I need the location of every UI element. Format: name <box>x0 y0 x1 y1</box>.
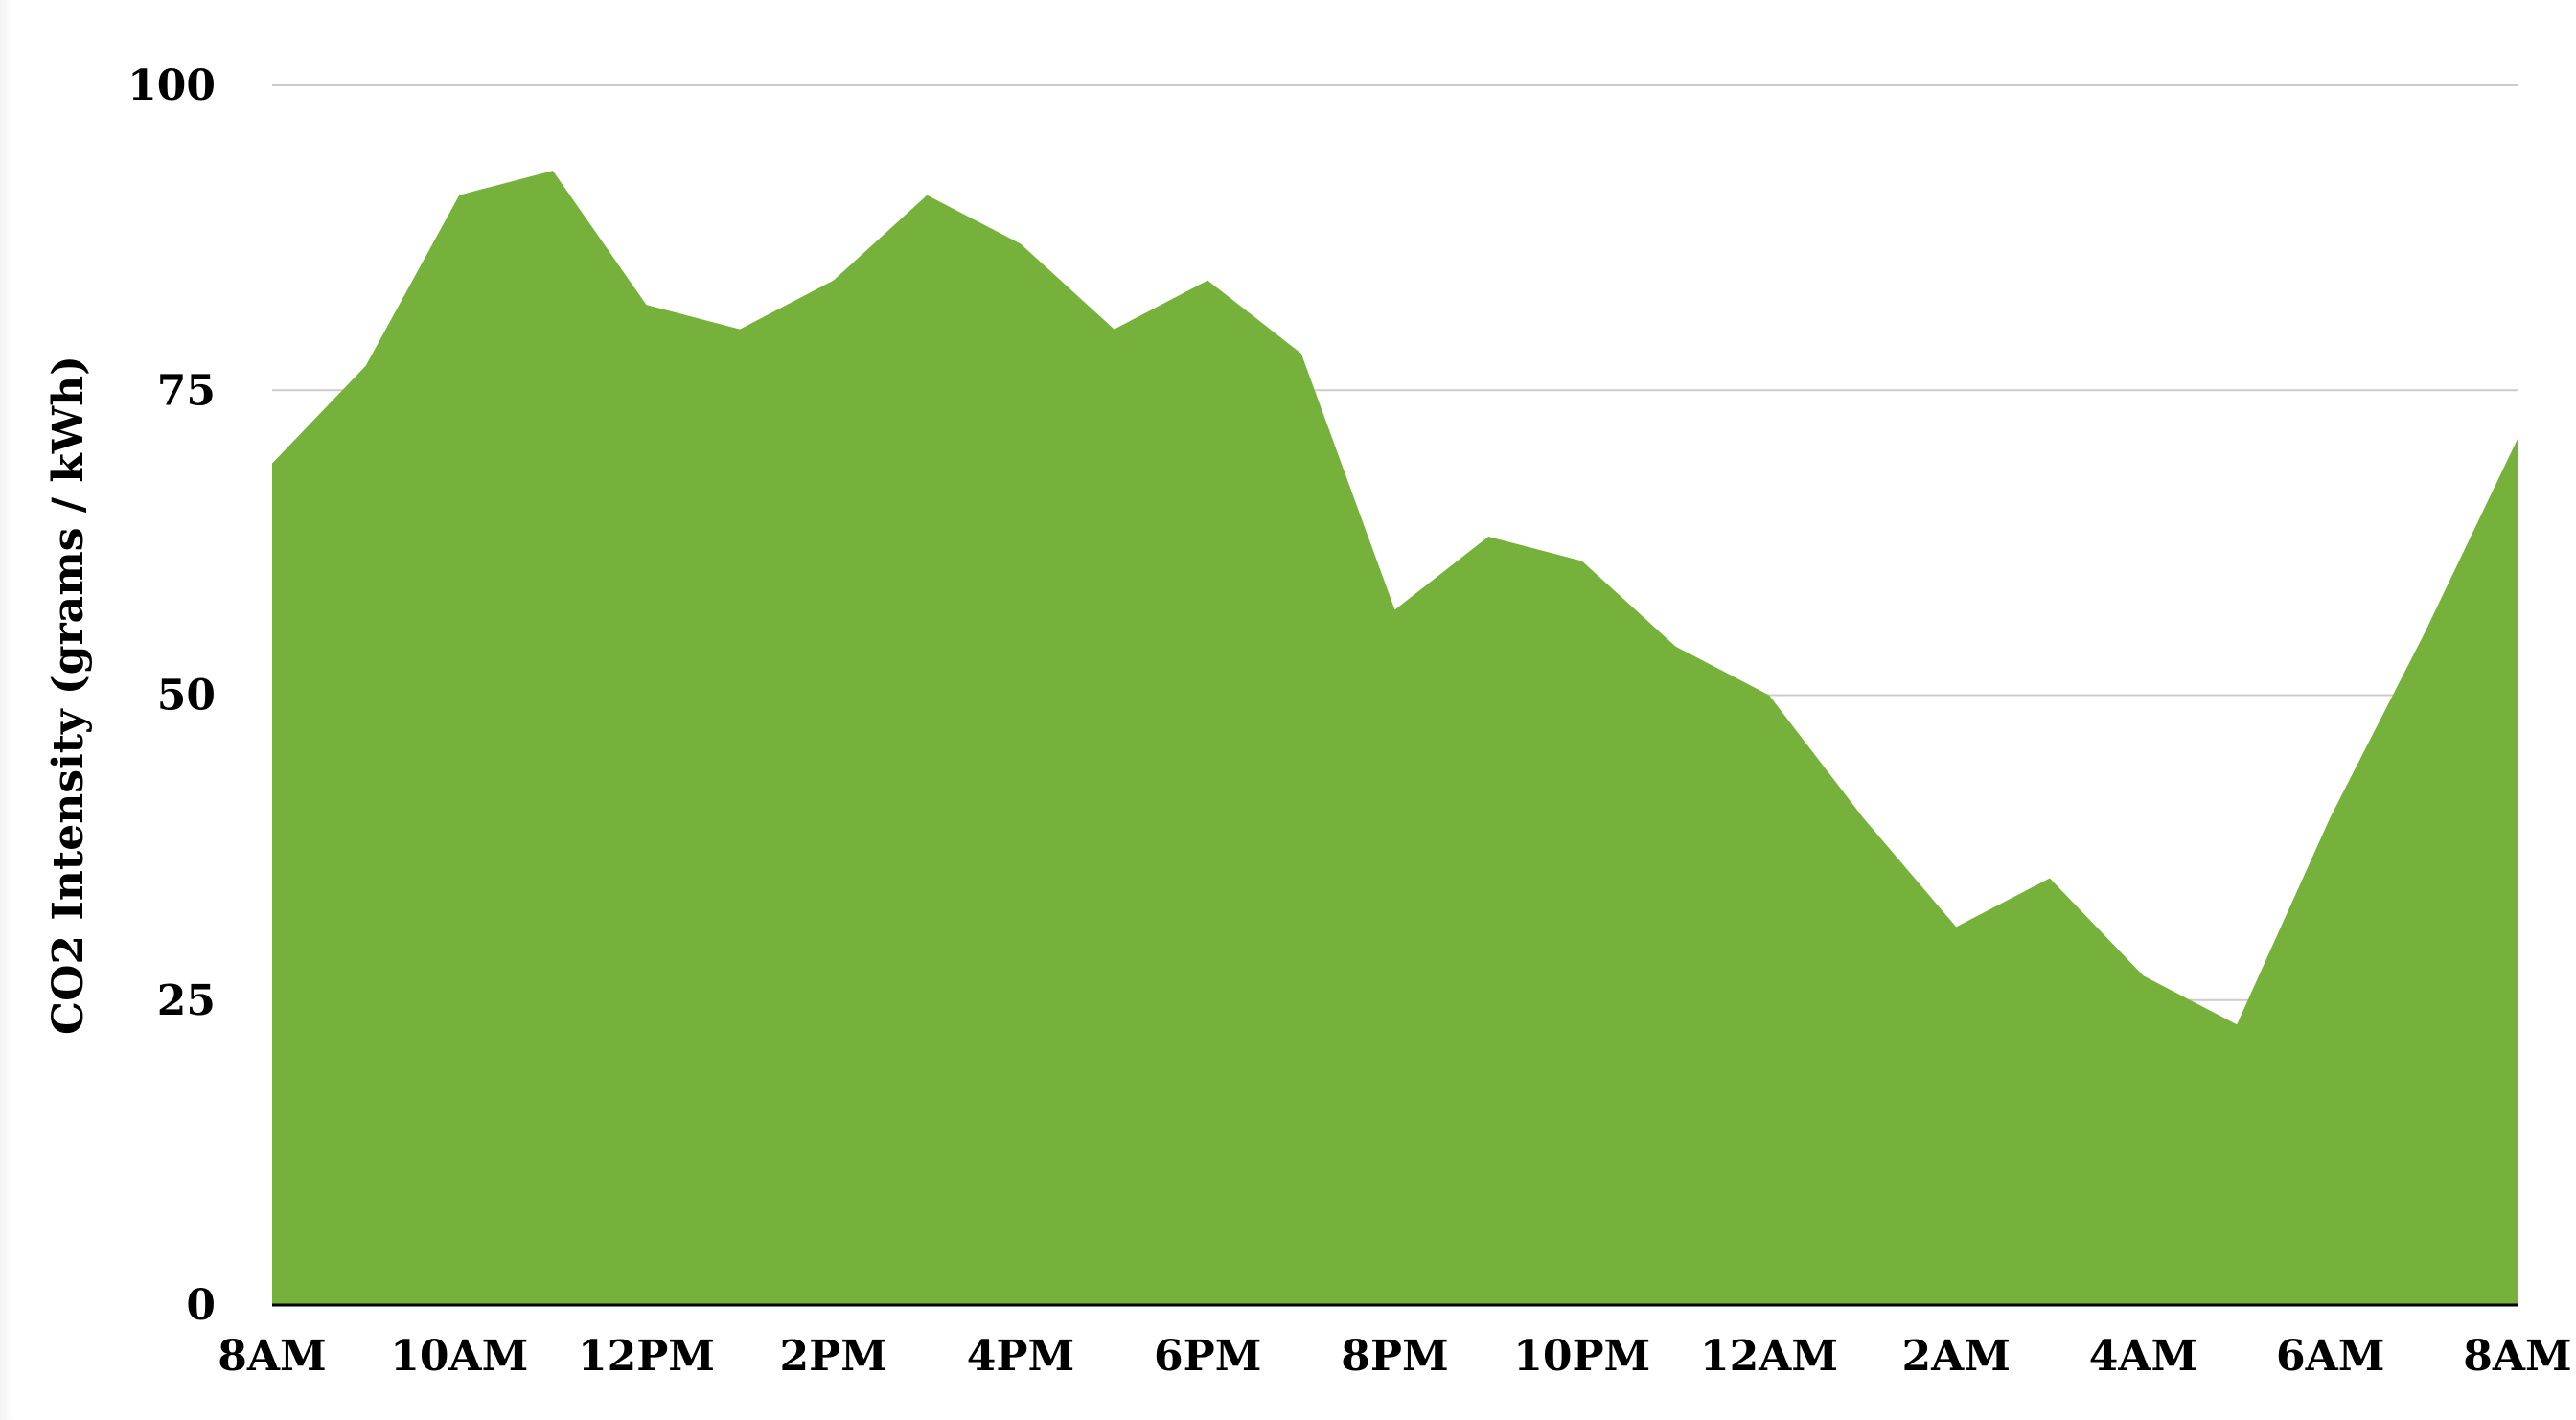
x-tick-label: 12AM <box>1700 1332 1838 1381</box>
x-tick-label: 8PM <box>1341 1332 1448 1381</box>
y-tick-label: 100 <box>127 61 216 110</box>
area-fill <box>272 171 2518 1306</box>
y-axis-title: CO2 Intensity (grams / kWh) <box>44 355 93 1035</box>
y-tick-label: 25 <box>157 976 216 1025</box>
y-tick-labels: 0 25 50 75 100 <box>127 61 216 1330</box>
area-series <box>272 171 2518 1306</box>
x-tick-label: 2PM <box>780 1332 887 1381</box>
x-tick-label: 12PM <box>578 1332 715 1381</box>
y-tick-label: 50 <box>157 672 216 721</box>
x-tick-label: 6AM <box>2276 1332 2384 1381</box>
x-tick-labels: 8AM 10AM 12PM 2PM 4PM 6PM 8PM 10PM 12AM 2AM 4AM 6AM… <box>218 1332 2571 1381</box>
x-tick-label: 10PM <box>1513 1332 1650 1381</box>
y-tick-label: 75 <box>157 366 216 415</box>
x-tick-label: 8AM <box>218 1332 326 1381</box>
x-tick-label: 8AM <box>2463 1332 2571 1381</box>
x-tick-label: 6PM <box>1154 1332 1261 1381</box>
x-tick-label: 10AM <box>390 1332 528 1381</box>
y-tick-label: 0 <box>186 1281 216 1330</box>
x-tick-label: 4PM <box>967 1332 1074 1381</box>
x-tick-label: 4AM <box>2089 1332 2197 1381</box>
x-tick-label: 2AM <box>1902 1332 2011 1381</box>
